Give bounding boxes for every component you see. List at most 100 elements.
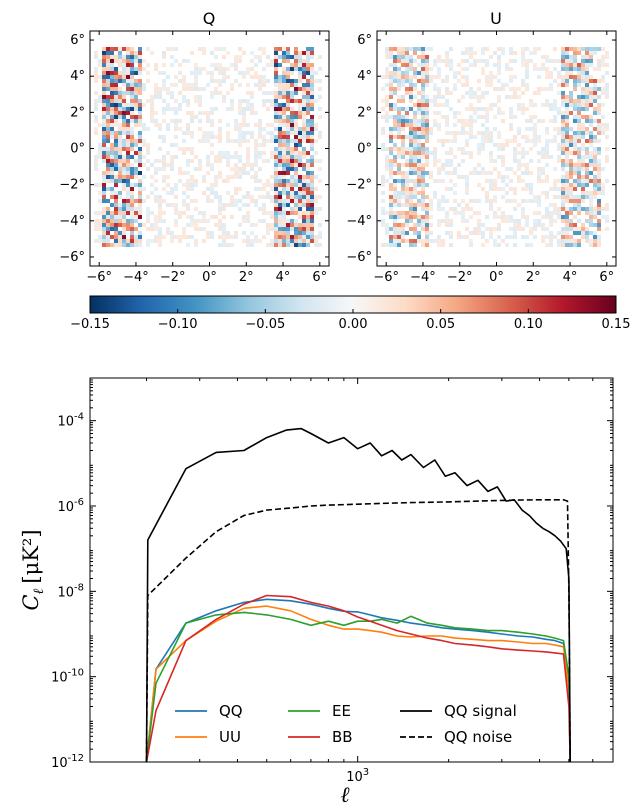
map-pixel <box>214 191 218 195</box>
map-pixel <box>601 63 605 67</box>
map-pixel <box>501 111 505 115</box>
map-pixel <box>118 171 122 175</box>
map-pixel <box>389 167 393 171</box>
map-pixel <box>110 179 114 183</box>
map-pixel <box>441 179 445 183</box>
map-pixel <box>457 111 461 115</box>
map-pixel <box>561 63 565 67</box>
map-pixel <box>389 91 393 95</box>
map-pixel <box>318 167 322 171</box>
map-pixel <box>238 127 242 131</box>
map-pixel <box>206 119 210 123</box>
map-pixel <box>453 115 457 119</box>
map-pixel <box>385 163 389 167</box>
map-pixel <box>254 83 258 87</box>
map-pixel <box>254 179 258 183</box>
map-pixel <box>174 123 178 127</box>
map-pixel <box>278 223 282 227</box>
map-pixel <box>182 151 186 155</box>
map-pixel <box>310 71 314 75</box>
map-pixel <box>561 103 565 107</box>
map-pixel <box>206 219 210 223</box>
map-pixel <box>569 47 573 51</box>
map-pixel <box>102 123 106 127</box>
map-pixel <box>106 227 110 231</box>
map-pixel <box>441 143 445 147</box>
map-pixel <box>310 163 314 167</box>
map-pixel <box>433 87 437 91</box>
map-pixel <box>146 47 150 51</box>
map-pixel <box>381 191 385 195</box>
map-pixel <box>573 195 577 199</box>
map-pixel <box>134 79 138 83</box>
map-pixel <box>389 187 393 191</box>
map-pixel <box>393 187 397 191</box>
map-pixel <box>593 119 597 123</box>
map-pixel <box>417 151 421 155</box>
map-pixel <box>126 131 130 135</box>
map-pixel <box>409 107 413 111</box>
map-pixel <box>421 243 425 247</box>
y-tick-label: −6° <box>346 250 372 265</box>
map-pixel <box>453 75 457 79</box>
map-pixel <box>158 203 162 207</box>
map-pixel <box>445 171 449 175</box>
map-pixel <box>425 211 429 215</box>
map-pixel <box>102 103 106 107</box>
map-pixel <box>150 163 154 167</box>
map-pixel <box>589 115 593 119</box>
map-pixel <box>110 75 114 79</box>
map-pixel <box>122 171 126 175</box>
map-pixel <box>122 187 126 191</box>
map-pixel <box>565 219 569 223</box>
map-pixel <box>497 95 501 99</box>
map-pixel <box>242 99 246 103</box>
map-pixel <box>577 79 581 83</box>
map-pixel <box>206 83 210 87</box>
map-pixel <box>126 127 130 131</box>
map-pixel <box>589 223 593 227</box>
map-pixel <box>274 55 278 59</box>
map-pixel <box>581 155 585 159</box>
map-pixel <box>409 195 413 199</box>
map-pixel <box>134 159 138 163</box>
map-pixel <box>242 107 246 111</box>
map-pixel <box>130 51 134 55</box>
map-pixel <box>274 183 278 187</box>
map-pixel <box>258 87 262 91</box>
map-pixel <box>174 107 178 111</box>
map-pixel <box>290 191 294 195</box>
map-pixel <box>186 83 190 87</box>
map-pixel <box>585 151 589 155</box>
map-pixel <box>409 143 413 147</box>
map-pixel <box>286 203 290 207</box>
map-pixel <box>118 179 122 183</box>
map-pixel <box>278 55 282 59</box>
map-pixel <box>118 159 122 163</box>
map-pixel <box>274 163 278 167</box>
map-pixel <box>274 147 278 151</box>
map-pixel <box>417 111 421 115</box>
map-pixel <box>294 171 298 175</box>
map-pixel <box>533 143 537 147</box>
map-pixel <box>597 227 601 231</box>
map-pixel <box>290 211 294 215</box>
map-pixel <box>102 207 106 211</box>
map-pixel <box>537 87 541 91</box>
map-pixel <box>274 231 278 235</box>
map-pixel <box>589 119 593 123</box>
map-pixel <box>409 167 413 171</box>
map-pixel <box>569 99 573 103</box>
map-pixel <box>222 235 226 239</box>
map-pixel <box>473 231 477 235</box>
map-pixel <box>254 147 258 151</box>
map-pixel <box>298 131 302 135</box>
map-pixel <box>513 219 517 223</box>
map-pixel <box>310 139 314 143</box>
map-pixel <box>553 67 557 71</box>
map-pixel <box>118 87 122 91</box>
map-pixel <box>206 163 210 167</box>
map-pixel <box>537 171 541 175</box>
map-pixel <box>545 59 549 63</box>
map-pixel <box>421 103 425 107</box>
